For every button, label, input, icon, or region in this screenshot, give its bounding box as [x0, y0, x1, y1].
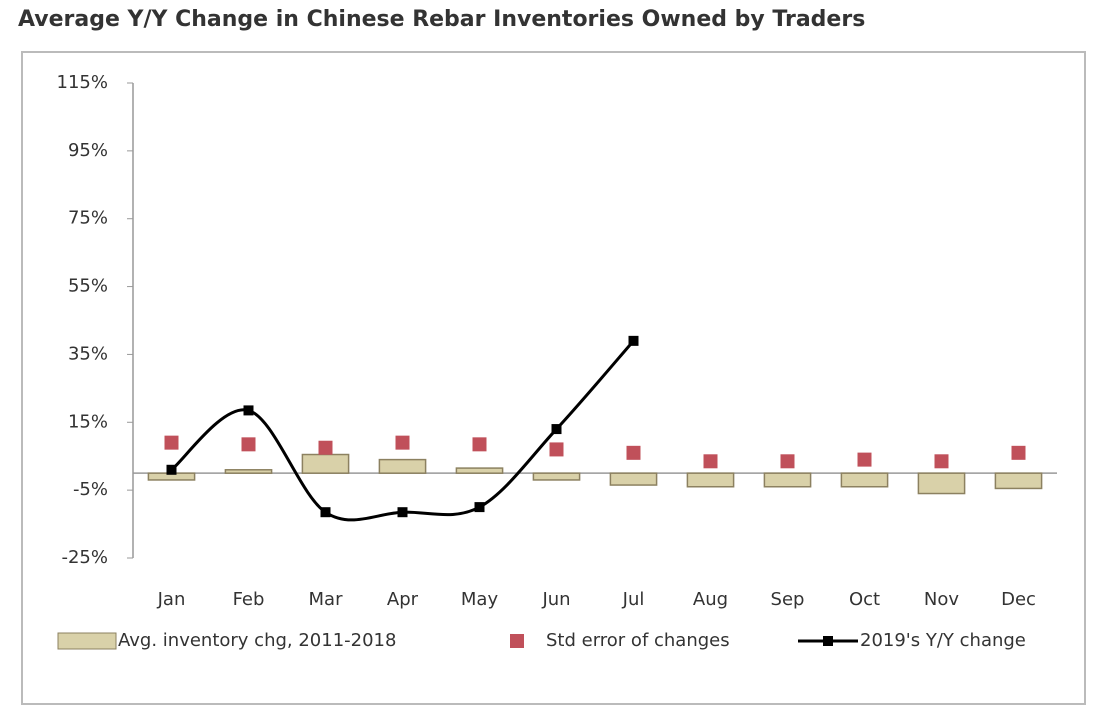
line-marker: [320, 507, 331, 518]
point: [549, 442, 564, 457]
line-marker: [474, 502, 485, 513]
line-marker: [243, 405, 254, 416]
x-tick-label: Jan: [157, 589, 186, 610]
x-tick-label: May: [461, 589, 499, 610]
bar: [532, 472, 581, 481]
x-tick-label: Mar: [309, 589, 344, 610]
point: [934, 454, 949, 469]
point: [857, 452, 872, 467]
legend-label: 2019's Y/Y change: [860, 630, 1026, 651]
y-tick-label: 35%: [68, 343, 108, 364]
chart-frame: [21, 51, 1086, 705]
line-marker: [397, 507, 408, 518]
y-tick-label: 115%: [57, 72, 108, 93]
point: [241, 437, 256, 452]
bar: [378, 458, 427, 474]
y-tick-label: -25%: [61, 547, 108, 568]
x-tick-label: Apr: [387, 589, 419, 610]
x-tick-label: Aug: [693, 589, 728, 610]
x-tick-label: Nov: [924, 589, 959, 610]
line: [170, 339, 635, 522]
bar: [994, 472, 1043, 490]
bar: [840, 472, 889, 488]
bar: [686, 472, 735, 488]
point: [164, 435, 179, 450]
point: [472, 437, 487, 452]
bar: [763, 472, 812, 488]
bar: [455, 467, 504, 474]
legend-swatch: [510, 634, 524, 648]
bar: [301, 453, 350, 474]
line-marker: [628, 335, 639, 346]
point: [1011, 445, 1026, 460]
y-tick-label: 75%: [68, 208, 108, 229]
point: [780, 454, 795, 469]
line-marker: [551, 424, 562, 435]
point: [318, 440, 333, 455]
y-tick-label: -5%: [73, 479, 108, 500]
bar: [609, 472, 658, 486]
point: [395, 435, 410, 450]
point: [626, 445, 641, 460]
x-tick-label: Sep: [771, 589, 805, 610]
line-marker: [166, 464, 177, 475]
point: [703, 454, 718, 469]
chart-title: Average Y/Y Change in Chinese Rebar Inve…: [18, 7, 865, 32]
bar: [917, 472, 966, 495]
x-tick-label: Oct: [849, 589, 880, 610]
bar: [224, 469, 273, 474]
x-tick-label: Jul: [622, 589, 645, 610]
legend-label: Avg. inventory chg, 2011-2018: [118, 630, 396, 651]
x-tick-label: Jun: [541, 589, 570, 610]
y-tick-label: 55%: [68, 276, 108, 297]
x-tick-label: Feb: [233, 589, 265, 610]
legend-swatch: [57, 632, 117, 650]
legend-label: Std error of changes: [546, 630, 730, 651]
legend-swatch: [823, 636, 833, 646]
x-tick-label: Dec: [1001, 589, 1036, 610]
y-tick-label: 95%: [68, 140, 108, 161]
y-tick-label: 15%: [68, 411, 108, 432]
